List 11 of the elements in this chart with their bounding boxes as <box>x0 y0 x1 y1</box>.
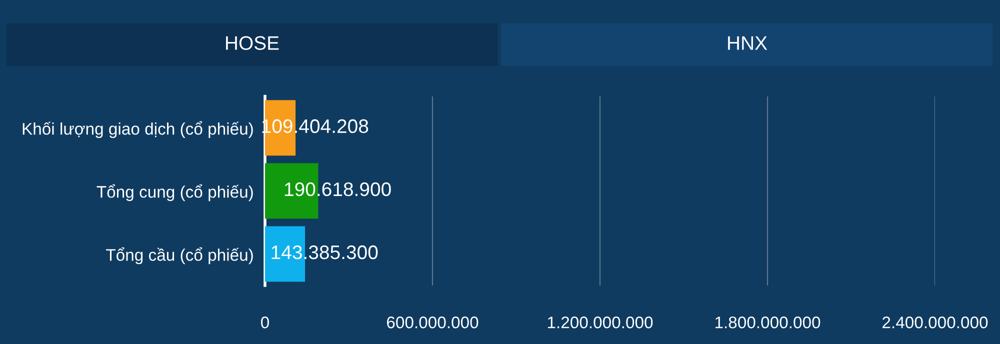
y-tick-label: Tổng cầu (cổ phiếu) <box>106 247 253 264</box>
x-tick-label: 1.800.000.000 <box>715 316 820 328</box>
y-tick-label: Tổng cung (cổ phiếu) <box>96 184 253 202</box>
x-tick-label: 2.400.000.000 <box>882 316 988 328</box>
y-tick-label: Khối lượng giao dịch (cổ phiếu) <box>22 121 253 138</box>
text: HOSE <box>226 36 279 50</box>
data-label: 190.618.900 <box>284 182 391 196</box>
x-tick-label: 0 <box>261 316 269 328</box>
x-tick-label: 1.200.000.000 <box>548 316 653 328</box>
text: HNX <box>728 36 768 50</box>
x-tick-label: 600.000.000 <box>387 316 478 328</box>
